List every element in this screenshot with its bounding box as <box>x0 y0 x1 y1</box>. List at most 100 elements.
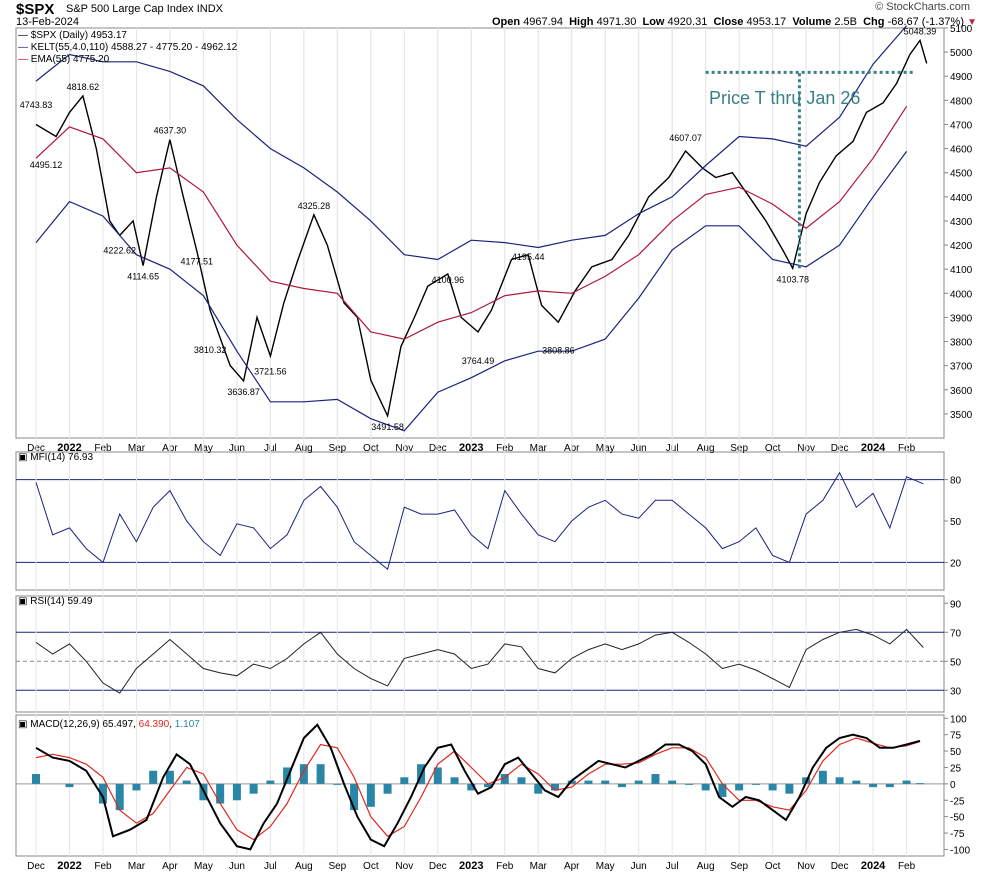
y-tick-label: 90 <box>950 599 962 610</box>
macd-histogram-bar <box>550 783 559 791</box>
price-annotation-label: 3636.87 <box>227 387 260 397</box>
y-tick-label: 25 <box>950 763 962 774</box>
macd-histogram-bar <box>400 777 409 784</box>
y-tick-label: -25 <box>950 796 965 807</box>
mfi-title: ▣ MFI(14) 76.93 <box>18 452 94 463</box>
macd-histogram-bar <box>299 764 308 784</box>
x-tick-label: Jun <box>631 861 647 872</box>
rsi-panel-frame <box>15 595 945 713</box>
macd-histogram-bar <box>266 780 275 784</box>
macd-histogram-bar <box>484 783 493 788</box>
series-kelt-upper <box>35 25 908 261</box>
price-annotation-label: 5048.39 <box>904 26 937 36</box>
x-tick-label: Jul <box>264 861 277 872</box>
legend-kelt: — KELT(55,4.0,110) 4588.27 - 4775.20 - 4… <box>18 42 238 53</box>
price-annotation-label: 4495.12 <box>30 160 63 170</box>
x-tick-label: Feb <box>898 861 916 872</box>
x-tick-label: 2024 <box>861 860 886 872</box>
x-tick-label: Feb <box>496 861 514 872</box>
y-tick-label: 80 <box>950 476 962 487</box>
macd-histogram-bar <box>651 774 660 784</box>
price-annotation-label: 4222.62 <box>103 246 136 256</box>
chart-date: 13-Feb-2024 <box>16 16 79 28</box>
x-tick-label: Apr <box>564 861 580 872</box>
y-tick-label: 3900 <box>950 313 973 324</box>
macd-histogram-bar <box>383 783 392 794</box>
macd-histogram-bar <box>65 783 74 788</box>
ticker-description: S&P 500 Large Cap Index INDX <box>66 3 223 15</box>
x-tick-label: May <box>596 861 615 872</box>
x-tick-label: Oct <box>765 861 781 872</box>
y-tick-label: -50 <box>950 813 965 824</box>
macd-histogram-bar <box>785 783 794 794</box>
macd-histogram-bar <box>915 783 924 785</box>
y-tick-label: 75 <box>950 731 962 742</box>
macd-histogram-bar <box>718 783 727 797</box>
series-rsi <box>35 628 924 694</box>
y-tick-label: 3500 <box>950 410 973 421</box>
y-tick-label: -75 <box>950 829 965 840</box>
macd-histogram-bar <box>735 783 744 791</box>
price-annotation-label: 3491.58 <box>371 422 404 432</box>
x-tick-label: Jul <box>666 861 679 872</box>
x-tick-label: Mar <box>530 861 548 872</box>
macd-histogram-bar <box>467 783 476 791</box>
macd-histogram-bar <box>350 783 359 811</box>
price-annotation-label: 3808.86 <box>542 345 575 355</box>
price-annotation-label: 4818.62 <box>67 82 100 92</box>
macd-histogram-bar <box>668 780 677 784</box>
macd-histogram-bar <box>132 783 141 791</box>
y-tick-label: 3600 <box>950 386 973 397</box>
series-mfi <box>35 471 924 571</box>
price-annotation-label: 4114.65 <box>127 272 159 282</box>
macd-histogram-bar <box>584 780 593 784</box>
x-tick-label: May <box>194 861 213 872</box>
mfi-panel-frame <box>15 451 945 591</box>
series-kelt-lower <box>35 151 908 432</box>
macd-histogram-bar <box>149 770 158 784</box>
ohlc-summary: Open 4967.94 High 4971.30 Low 4920.31 Cl… <box>492 16 977 28</box>
x-tick-label: Nov <box>797 861 815 872</box>
y-tick-label: 4100 <box>950 265 973 276</box>
y-tick-label: 30 <box>950 686 962 697</box>
annotation-price-t: Price T thru Jan 26 <box>709 88 861 108</box>
price-t-dotted-line <box>705 70 914 269</box>
rsi-title: ▣ RSI(14) 59.49 <box>18 596 93 607</box>
price-annotation-label: 3810.32 <box>194 345 227 355</box>
macd-histogram-bar <box>517 777 526 784</box>
price-annotation-label: 4177.51 <box>180 256 213 266</box>
macd-histogram-bar <box>701 783 710 791</box>
macd-histogram-bar <box>165 770 174 784</box>
macd-histogram-bar <box>852 780 861 784</box>
y-tick-label: 4600 <box>950 145 973 156</box>
price-annotation-label: 4103.78 <box>776 274 809 284</box>
x-tick-label: Dec <box>831 861 849 872</box>
y-tick-label: -100 <box>950 845 970 856</box>
price-annotation-label: 4607.07 <box>669 133 702 143</box>
y-tick-label: 4400 <box>950 193 973 204</box>
y-tick-label: 4000 <box>950 289 973 300</box>
y-tick-label: 3700 <box>950 362 973 373</box>
x-tick-label: Oct <box>363 861 379 872</box>
x-tick-label: Aug <box>295 861 313 872</box>
macd-histogram-bar <box>500 774 509 784</box>
price-annotation-label: 4743.83 <box>20 100 53 110</box>
macd-histogram-bar <box>32 774 40 784</box>
macd-panel-frame <box>15 714 945 857</box>
macd-histogram-bar <box>450 777 459 784</box>
macd-histogram-bar <box>216 783 225 804</box>
ticker-symbol: $SPX <box>16 1 55 18</box>
x-tick-label: 2023 <box>459 860 483 872</box>
y-tick-label: 50 <box>950 657 962 668</box>
x-tick-label: Feb <box>94 861 112 872</box>
series-macd <box>35 723 921 851</box>
y-tick-label: 20 <box>950 558 962 569</box>
macd-histogram-bar <box>601 780 610 784</box>
y-tick-label: 4900 <box>950 72 973 83</box>
y-tick-label: 5100 <box>950 24 973 35</box>
x-tick-label: Dec <box>27 861 45 872</box>
x-tick-label: Aug <box>697 861 715 872</box>
price-panel-frame <box>15 27 945 439</box>
series-ema-55- <box>35 105 908 340</box>
